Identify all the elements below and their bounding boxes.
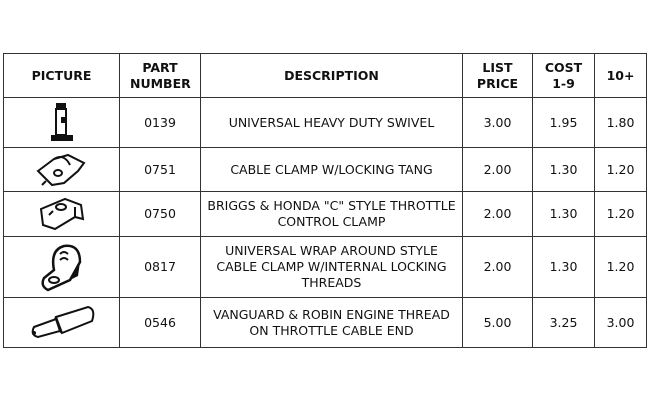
table-row: 0817 UNIVERSAL WRAP AROUND STYLE CABLE C… xyxy=(3,236,647,298)
description: BRIGGS & HONDA "C" STYLE THROTTLE CONTRO… xyxy=(200,191,463,237)
table-row: 0751 CABLE CLAMP W/LOCKING TANG 2.00 1.3… xyxy=(3,147,647,192)
part-number: 0751 xyxy=(119,147,201,192)
cost-1-9: 3.25 xyxy=(532,297,595,348)
table-row: 0546 VANGUARD & ROBIN ENGINE THREAD ON T… xyxy=(3,297,647,348)
c-style-clamp-icon xyxy=(39,197,84,231)
price-10-plus: 1.20 xyxy=(594,236,647,298)
list-price: 3.00 xyxy=(462,97,533,148)
parts-table: PICTURE PART NUMBER DESCRIPTION LIST PRI… xyxy=(3,53,647,348)
cost-1-9: 1.30 xyxy=(532,191,595,237)
wrap-around-clamp-icon xyxy=(40,244,81,292)
cost-1-9: 1.30 xyxy=(532,236,595,298)
list-price: 2.00 xyxy=(462,191,533,237)
price-10-plus: 1.20 xyxy=(594,191,647,237)
cost-1-9: 1.95 xyxy=(532,97,595,148)
header-list-price: LIST PRICE xyxy=(462,53,533,98)
table-row: 0750 BRIGGS & HONDA "C" STYLE THROTTLE C… xyxy=(3,191,647,237)
list-price: 2.00 xyxy=(462,236,533,298)
header-part-number: PART NUMBER xyxy=(119,53,201,98)
price-10-plus: 1.80 xyxy=(594,97,647,148)
description: VANGUARD & ROBIN ENGINE THREAD ON THROTT… xyxy=(200,297,463,348)
header-cost: COST 1-9 xyxy=(532,53,595,98)
part-number: 0750 xyxy=(119,191,201,237)
part-number: 0139 xyxy=(119,97,201,148)
list-price: 2.00 xyxy=(462,147,533,192)
description: UNIVERSAL HEAVY DUTY SWIVEL xyxy=(200,97,463,148)
description: UNIVERSAL WRAP AROUND STYLE CABLE CLAMP … xyxy=(200,236,463,298)
header-row: PICTURE PART NUMBER DESCRIPTION LIST PRI… xyxy=(3,53,647,98)
price-10-plus: 1.20 xyxy=(594,147,647,192)
header-picture: PICTURE xyxy=(3,53,120,98)
list-price: 5.00 xyxy=(462,297,533,348)
part-number: 0546 xyxy=(119,297,201,348)
description: CABLE CLAMP W/LOCKING TANG xyxy=(200,147,463,192)
header-description: DESCRIPTION xyxy=(200,53,463,98)
cost-1-9: 1.30 xyxy=(532,147,595,192)
table-row: 0139 UNIVERSAL HEAVY DUTY SWIVEL 3.00 1.… xyxy=(3,97,647,148)
cable-clamp-tang-icon xyxy=(35,153,86,186)
price-10-plus: 3.00 xyxy=(594,297,647,348)
swivel-icon xyxy=(50,102,73,141)
cable-end-icon xyxy=(31,305,94,338)
part-number: 0817 xyxy=(119,236,201,298)
header-ten-plus: 10+ xyxy=(594,53,647,98)
